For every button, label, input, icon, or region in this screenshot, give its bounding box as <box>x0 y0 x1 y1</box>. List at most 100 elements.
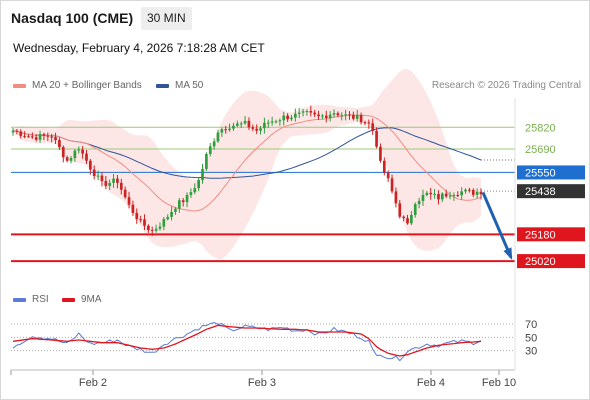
candle <box>413 204 417 215</box>
legend-rsi: RSI <box>13 294 49 305</box>
candle <box>193 188 197 193</box>
candle <box>208 146 212 154</box>
candle <box>421 195 425 201</box>
candle <box>15 130 19 132</box>
candle <box>131 204 135 213</box>
candle <box>100 175 104 182</box>
level-label-25690: 25690 <box>525 144 556 156</box>
candle <box>270 121 274 123</box>
candle <box>464 189 467 192</box>
level-label-25438: 25438 <box>525 186 556 198</box>
candle <box>297 112 301 114</box>
level-label-25020: 25020 <box>525 256 556 268</box>
candle <box>235 123 239 126</box>
candle <box>437 193 440 200</box>
candle <box>42 134 46 136</box>
candle <box>348 114 351 116</box>
candle <box>170 211 173 217</box>
time-label: Feb 3 <box>248 377 276 389</box>
candle <box>23 135 26 137</box>
candle <box>158 226 162 229</box>
candle <box>255 128 259 131</box>
level-tag-25550 <box>517 165 585 180</box>
forecast-arrow-shaft <box>481 191 513 259</box>
ma50-line <box>12 127 482 179</box>
candle <box>127 197 131 205</box>
ma9-swatch <box>62 297 75 302</box>
candle <box>352 114 355 119</box>
legend-ma9: 9MA <box>62 294 102 305</box>
candle <box>363 122 367 124</box>
candle <box>205 153 208 169</box>
candle <box>243 120 247 124</box>
candle <box>471 189 475 195</box>
chart-datetime: Wednesday, February 4, 2026 7:18:28 AM C… <box>13 41 265 55</box>
rsi-level-label: 70 <box>525 319 537 331</box>
candle <box>475 191 479 195</box>
candle <box>30 136 34 138</box>
candle <box>216 132 220 142</box>
level-label-25550: 25550 <box>525 167 556 179</box>
legend-ma50: MA 50 <box>156 80 203 91</box>
candle <box>394 191 398 204</box>
candle <box>444 193 448 197</box>
candle <box>371 123 375 132</box>
candle <box>104 181 108 186</box>
rsi-label: RSI <box>32 294 49 305</box>
candle <box>305 111 309 113</box>
candle <box>468 189 471 191</box>
candle <box>197 180 200 189</box>
candle <box>278 120 282 122</box>
candle <box>274 121 278 123</box>
candle <box>390 178 394 192</box>
candle <box>317 114 320 117</box>
candle <box>19 131 23 136</box>
legend-ma20: MA 20 + Bollinger Bands <box>13 80 142 91</box>
level-label-25820: 25820 <box>525 122 556 134</box>
time-label: Feb 4 <box>417 377 445 389</box>
candle <box>448 195 452 197</box>
rsi-swatch <box>13 297 26 302</box>
candle <box>220 129 224 133</box>
candle <box>402 216 405 219</box>
ma20-swatch <box>13 83 26 88</box>
candle <box>34 137 38 140</box>
candle <box>224 129 228 131</box>
candle <box>379 146 382 161</box>
bollinger-band <box>13 68 481 260</box>
candle <box>147 225 150 230</box>
candle <box>50 136 54 138</box>
candle <box>479 191 483 195</box>
candle <box>162 219 166 227</box>
candle <box>77 149 81 151</box>
timeframe-badge[interactable]: 30 MIN <box>141 7 192 30</box>
rsi-level-label: 30 <box>525 346 537 358</box>
candle <box>150 229 154 231</box>
candle <box>247 120 251 128</box>
level-tag-25438 <box>517 184 585 199</box>
candle <box>425 192 429 196</box>
candle <box>328 114 332 118</box>
candle <box>344 114 347 116</box>
candle <box>375 131 378 147</box>
time-label: Feb 10 <box>482 377 516 389</box>
candle <box>301 111 305 113</box>
candle <box>282 115 286 121</box>
candle <box>73 150 77 159</box>
ma9-label: 9MA <box>81 294 102 305</box>
level-label-25180: 25180 <box>525 229 556 241</box>
candle <box>290 117 293 120</box>
candle <box>123 189 127 198</box>
candle <box>309 111 313 113</box>
candle <box>201 168 204 181</box>
candle <box>177 200 181 209</box>
candle <box>212 141 216 147</box>
ma20-line <box>12 114 482 212</box>
candle <box>166 216 170 220</box>
candle <box>259 128 262 131</box>
candle <box>460 191 464 196</box>
candle <box>336 113 340 116</box>
candle <box>429 192 433 195</box>
candle <box>452 195 456 197</box>
